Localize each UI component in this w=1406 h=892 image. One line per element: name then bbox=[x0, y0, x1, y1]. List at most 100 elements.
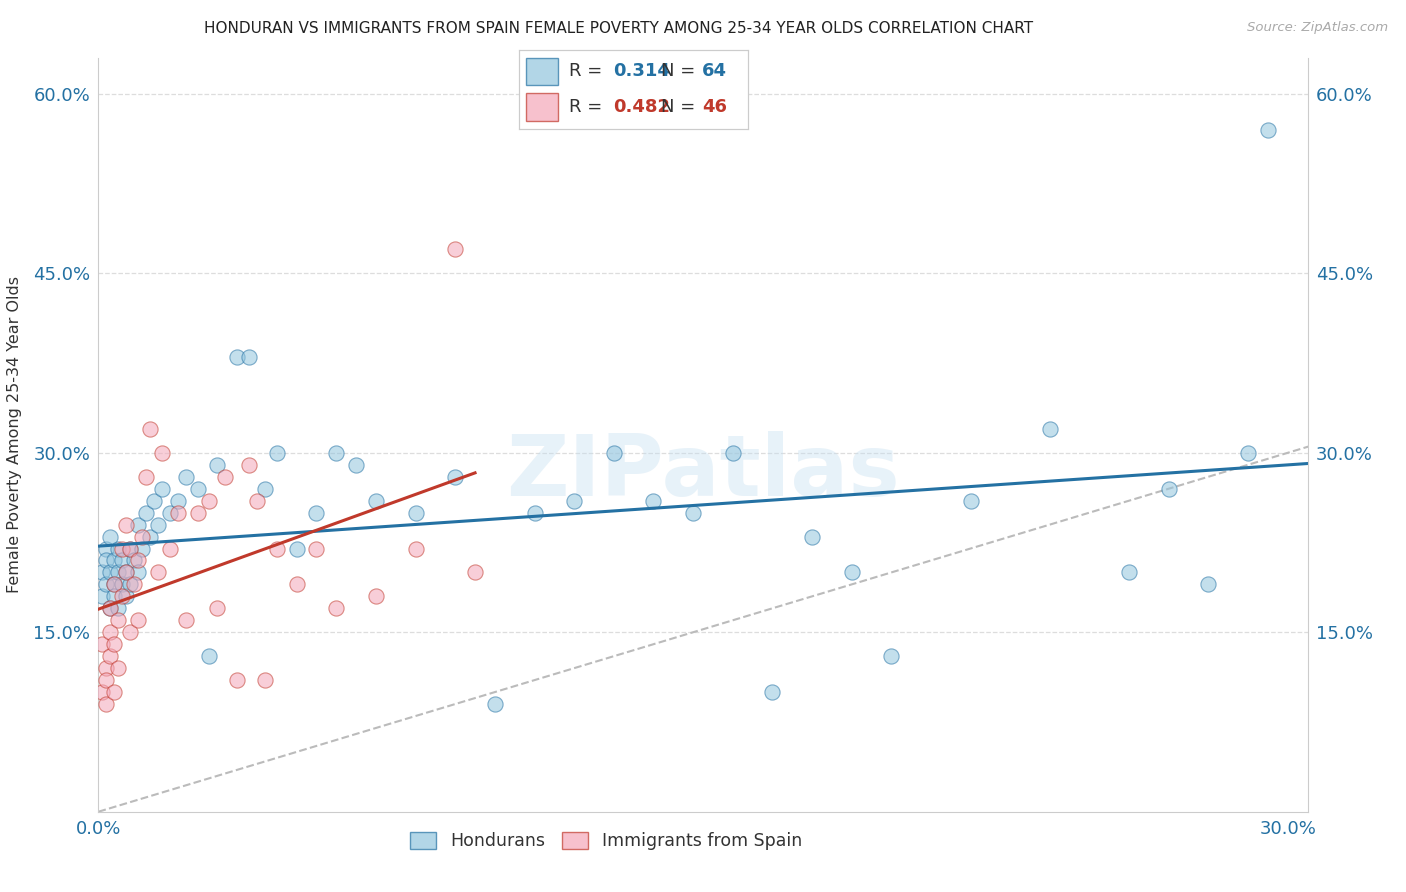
Point bbox=[226, 350, 249, 364]
Point bbox=[115, 566, 138, 580]
Point bbox=[405, 506, 427, 520]
Point bbox=[107, 566, 129, 580]
Text: 0.482: 0.482 bbox=[613, 98, 669, 116]
Point bbox=[801, 530, 824, 544]
Point bbox=[98, 566, 121, 580]
Point bbox=[103, 685, 125, 699]
Point bbox=[1198, 577, 1220, 591]
Point bbox=[226, 673, 249, 687]
Point bbox=[643, 493, 665, 508]
Text: R =: R = bbox=[569, 62, 609, 80]
Point bbox=[246, 493, 269, 508]
Point bbox=[120, 577, 142, 591]
FancyBboxPatch shape bbox=[526, 58, 558, 86]
Text: Source: ZipAtlas.com: Source: ZipAtlas.com bbox=[1247, 21, 1388, 34]
Point bbox=[159, 541, 181, 556]
Point bbox=[721, 446, 744, 460]
Point bbox=[603, 446, 626, 460]
Point bbox=[198, 649, 221, 664]
Point bbox=[91, 566, 114, 580]
Point bbox=[186, 506, 208, 520]
Point bbox=[98, 601, 121, 615]
Point bbox=[115, 566, 138, 580]
Point bbox=[464, 566, 486, 580]
Point bbox=[127, 613, 149, 627]
Point bbox=[761, 685, 783, 699]
Point bbox=[364, 590, 387, 604]
Point bbox=[120, 541, 142, 556]
Text: N =: N = bbox=[661, 98, 700, 116]
Point bbox=[107, 601, 129, 615]
Point bbox=[98, 649, 121, 664]
Point bbox=[111, 577, 134, 591]
Point bbox=[444, 243, 467, 257]
Point bbox=[91, 590, 114, 604]
Point bbox=[103, 577, 125, 591]
Point bbox=[96, 661, 118, 675]
Point bbox=[103, 637, 125, 651]
Point bbox=[96, 673, 118, 687]
Point bbox=[1039, 422, 1062, 436]
Point bbox=[1157, 482, 1180, 496]
Point bbox=[266, 446, 288, 460]
Point bbox=[103, 577, 125, 591]
Point bbox=[1237, 446, 1260, 460]
Point bbox=[207, 601, 229, 615]
Text: 46: 46 bbox=[702, 98, 727, 116]
Point bbox=[139, 530, 162, 544]
Point bbox=[96, 553, 118, 567]
Point bbox=[682, 506, 704, 520]
Point bbox=[1118, 566, 1140, 580]
Point bbox=[253, 673, 276, 687]
Point bbox=[142, 493, 165, 508]
Point bbox=[96, 697, 118, 711]
Point bbox=[238, 350, 260, 364]
Point bbox=[115, 590, 138, 604]
Point bbox=[111, 553, 134, 567]
Point bbox=[135, 506, 157, 520]
Point bbox=[96, 541, 118, 556]
Point bbox=[880, 649, 903, 664]
Point bbox=[198, 493, 221, 508]
Text: 64: 64 bbox=[702, 62, 727, 80]
Point bbox=[150, 446, 173, 460]
Point bbox=[91, 685, 114, 699]
Point bbox=[266, 541, 288, 556]
Point bbox=[127, 566, 149, 580]
FancyBboxPatch shape bbox=[526, 93, 558, 120]
Point bbox=[253, 482, 276, 496]
Point bbox=[285, 577, 308, 591]
Point bbox=[127, 553, 149, 567]
Point bbox=[325, 446, 347, 460]
Point bbox=[135, 469, 157, 483]
Point bbox=[305, 541, 328, 556]
Text: ZIPatlas: ZIPatlas bbox=[506, 431, 900, 514]
Point bbox=[562, 493, 585, 508]
Point bbox=[107, 613, 129, 627]
Point bbox=[484, 697, 506, 711]
Point bbox=[523, 506, 546, 520]
Point bbox=[364, 493, 387, 508]
Point bbox=[186, 482, 208, 496]
Point bbox=[98, 625, 121, 640]
Point bbox=[96, 577, 118, 591]
Point bbox=[131, 530, 153, 544]
Text: 0.314: 0.314 bbox=[613, 62, 669, 80]
Point bbox=[214, 469, 236, 483]
Point bbox=[174, 613, 197, 627]
Point bbox=[98, 601, 121, 615]
Point bbox=[103, 553, 125, 567]
Point bbox=[120, 625, 142, 640]
Point bbox=[115, 517, 138, 532]
Point bbox=[103, 590, 125, 604]
Point bbox=[305, 506, 328, 520]
Point bbox=[841, 566, 863, 580]
Point bbox=[111, 541, 134, 556]
Point bbox=[405, 541, 427, 556]
Text: HONDURAN VS IMMIGRANTS FROM SPAIN FEMALE POVERTY AMONG 25-34 YEAR OLDS CORRELATI: HONDURAN VS IMMIGRANTS FROM SPAIN FEMALE… bbox=[204, 21, 1033, 36]
Point bbox=[238, 458, 260, 472]
Point bbox=[107, 661, 129, 675]
Point bbox=[344, 458, 367, 472]
Point bbox=[139, 422, 162, 436]
Point bbox=[146, 566, 169, 580]
